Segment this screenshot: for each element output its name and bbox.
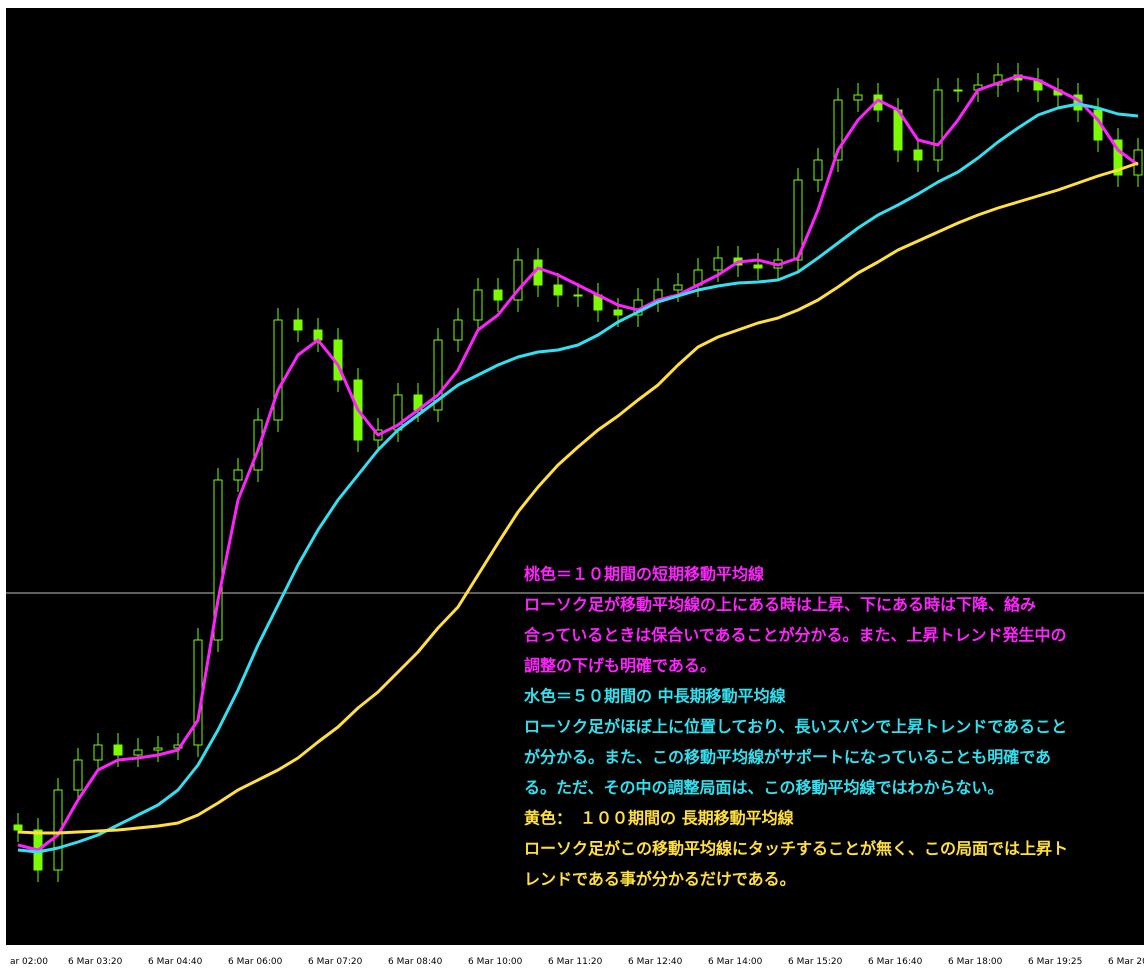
candle-body (673, 284, 683, 291)
x-tick-label: 6 Mar 04:40 (148, 957, 203, 967)
candle-body (493, 289, 503, 301)
candle-body (453, 319, 463, 341)
candle-body (713, 257, 723, 271)
annotation-line: 桃色＝１０期間の短期移動平均線 (524, 565, 764, 584)
annotation-line: ローソク足がほぼ上に位置しており、長いスパンで上昇トレンドであること (524, 717, 1067, 736)
x-tick-label: ar 02:00 (10, 957, 48, 967)
x-tick-label: 6 Mar 12:40 (628, 957, 683, 967)
candle-body (93, 744, 103, 761)
x-tick-label: 6 Mar 15:20 (788, 957, 843, 967)
candle-body (213, 479, 223, 641)
candle-body (433, 339, 443, 411)
candle-body (933, 89, 943, 161)
x-tick-label: 6 Mar 06:00 (228, 957, 283, 967)
x-tick-label: 6 Mar 03:20 (68, 957, 123, 967)
candle-body (793, 179, 803, 261)
plot (6, 63, 1144, 882)
moving-average-line (17, 161, 1139, 835)
candle-body (313, 329, 323, 341)
candle-body (613, 309, 623, 316)
candle-body (113, 744, 123, 756)
candle-body (233, 469, 243, 481)
candle-body (833, 99, 843, 161)
annotation-line: 調整の下げも明確である。 (524, 656, 716, 675)
candle-body (853, 94, 863, 101)
x-tick-label: 6 Mar 11:20 (548, 957, 603, 967)
candle-body (293, 319, 303, 331)
candle-body (153, 747, 163, 751)
x-tick-label: 6 Mar 16:40 (868, 957, 923, 967)
candle-body (193, 639, 203, 746)
candle-body (573, 294, 583, 297)
x-tick-label: 6 Mar 14:00 (708, 957, 763, 967)
candle-body (133, 749, 143, 756)
candle-body (553, 284, 563, 296)
annotation-line: ローソク足が移動平均線の上にある時は上昇、下にある時は下降、絡み (524, 595, 1036, 614)
annotation-line: 水色＝５０期間の 中長期移動平均線 (524, 687, 786, 706)
moving-average-line (17, 74, 1139, 852)
x-tick-label: 6 Mar 20 (1108, 957, 1144, 967)
candle-body (993, 74, 1003, 86)
candle-body (1113, 139, 1123, 176)
x-tick-label: 6 Mar 18:00 (948, 957, 1003, 967)
x-tick-label: 6 Mar 08:40 (388, 957, 443, 967)
candle-body (73, 759, 83, 791)
candle-body (913, 149, 923, 161)
x-tick-label: 6 Mar 07:20 (308, 957, 363, 967)
annotation-line: レンドである事が分かるだけである。 (524, 870, 796, 889)
candle-body (473, 289, 483, 321)
annotation-line: る。ただ、その中の調整局面は、この移動平均線ではわからない。 (524, 778, 1004, 797)
annotation-line: 合っているときは保合いであることが分かる。また、上昇トレンド発生中の (524, 626, 1067, 645)
plot-background (6, 8, 1144, 945)
candle-body (813, 159, 823, 181)
candle-body (953, 89, 963, 92)
moving-average-line (17, 102, 1139, 854)
annotation-line: 黄色： １００期間の 長期移動平均線 (524, 809, 794, 828)
candle-body (513, 259, 523, 301)
candle-body (13, 824, 23, 831)
x-tick-label: 6 Mar 10:00 (468, 957, 523, 967)
x-tick-label: 6 Mar 19:25 (1028, 957, 1082, 967)
candle-body (273, 319, 283, 421)
annotation-line: が分かる。また、この移動平均線がサポートになっていることも明確であ (524, 748, 1051, 767)
candle-body (253, 419, 263, 471)
annotation-line: ローソク足がこの移動平均線にタッチすることが無く、この局面では上昇ト (524, 839, 1068, 858)
candle-body (753, 264, 763, 269)
